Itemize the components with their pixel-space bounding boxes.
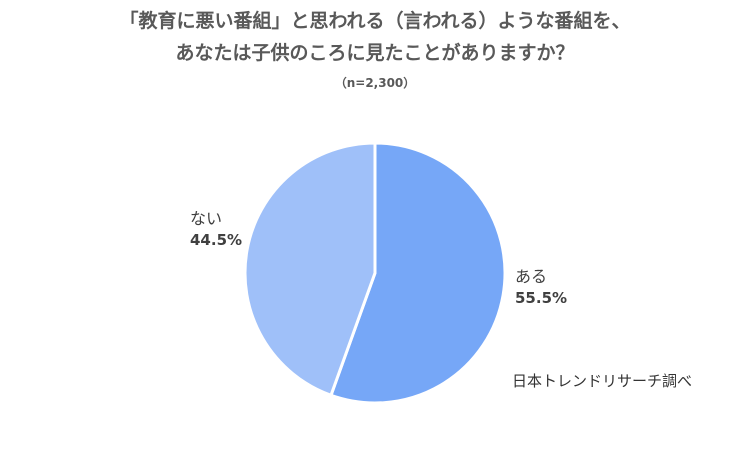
chart-title-line-1: 「教育に悪い番組」と思われる（言われる）ような番組を、 xyxy=(119,10,631,32)
chart-title-line-2: あなたは子供のころに見たことがありますか？ xyxy=(175,42,575,64)
slice-label-nai-percent: 44.5% xyxy=(190,230,243,249)
pie-slice-nai xyxy=(243,141,377,397)
chart-subtitle-sample-size: （n=2,300） xyxy=(334,76,416,90)
pie-slice-aru xyxy=(329,141,507,405)
slice-label-aru: ある 55.5% xyxy=(515,266,567,308)
slice-label-nai-text: ない xyxy=(190,209,223,228)
source-credit: 日本トレンドリサーチ調べ xyxy=(512,372,693,390)
slice-label-aru-percent: 55.5% xyxy=(515,288,568,307)
slice-label-nai: ない 44.5% xyxy=(190,208,242,250)
slice-label-aru-text: ある xyxy=(515,267,548,286)
